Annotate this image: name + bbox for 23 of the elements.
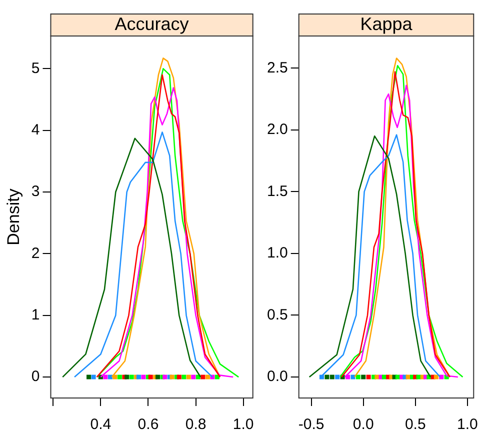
x-tick-label: 0.8: [185, 416, 206, 434]
x-tick-label: 0.4: [90, 416, 112, 434]
x-tick-label: -0.5: [298, 416, 324, 434]
y-tick-label: 5: [31, 60, 40, 77]
y-tick-label: 1.0: [266, 244, 288, 262]
y-tick-label: 0: [31, 368, 40, 386]
y-tick-label: 3: [31, 183, 40, 200]
x-tick-label: 0.0: [352, 416, 374, 434]
x-tick-label: 1.0: [456, 416, 478, 434]
chart-title: Accuracy: [114, 14, 189, 34]
x-tick-label: 1.0: [232, 416, 254, 434]
y-tick-label: 0.5: [266, 306, 288, 324]
y-tick-label: 1: [31, 306, 40, 324]
x-tick-label: 0.6: [138, 416, 159, 434]
y-axis-title: Density: [4, 188, 23, 246]
y-tick-label: 1.5: [266, 182, 288, 200]
y-tick-label: 2: [31, 244, 40, 262]
chart-title: Kappa: [360, 14, 414, 34]
y-tick-label: 2.0: [266, 121, 288, 138]
y-tick-label: 4: [31, 121, 40, 138]
x-tick-label: 0.5: [404, 416, 426, 434]
y-tick-label: 0.0: [266, 368, 288, 386]
y-tick-label: 2.5: [266, 59, 288, 76]
